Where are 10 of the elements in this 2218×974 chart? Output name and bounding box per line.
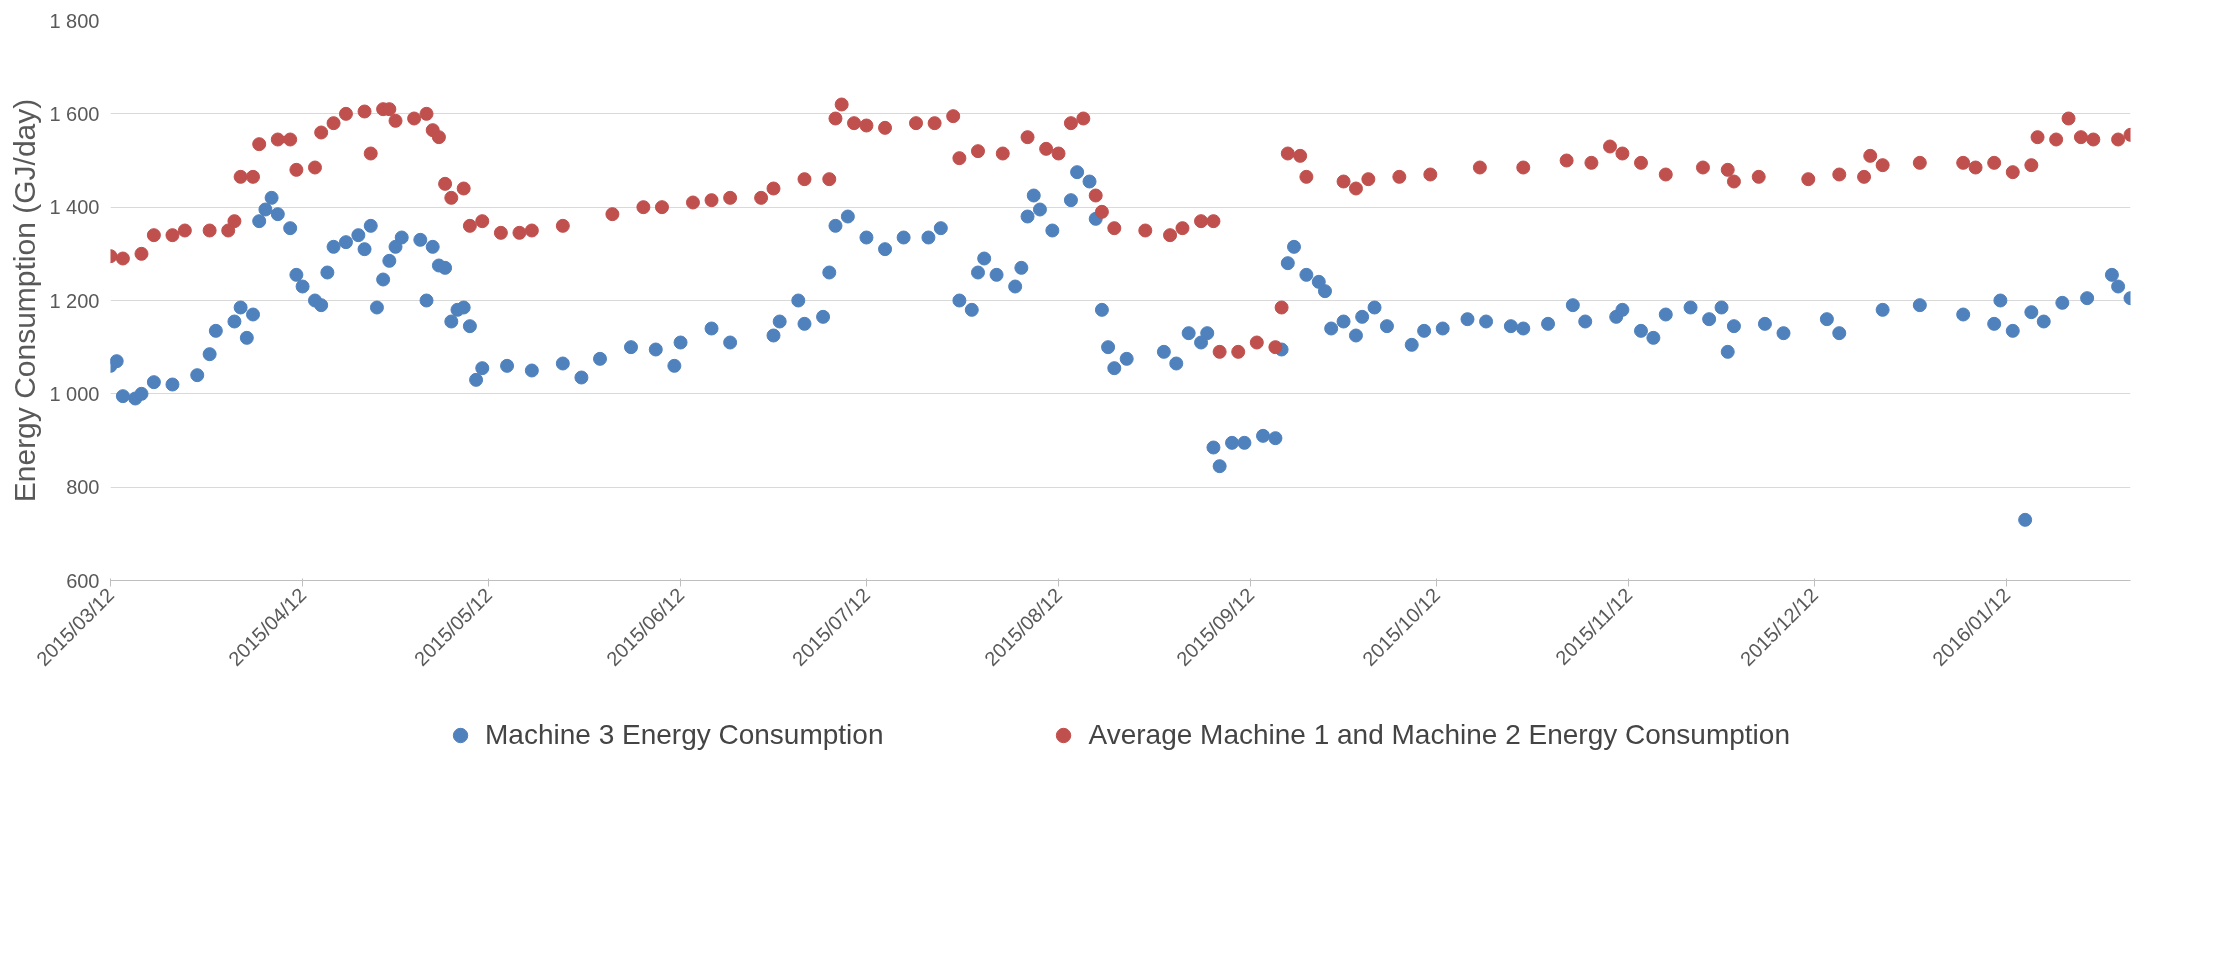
legend-label: Average Machine 1 and Machine 2 Energy Consumption (1088, 719, 1790, 751)
y-tick-label: 1 400 (49, 196, 100, 219)
y-axis-title: Energy Consumption (GJ/day) (8, 98, 42, 503)
y-tick-label: 1 000 (49, 382, 100, 405)
y-tick-label: 600 (66, 569, 100, 592)
y-tick-label: 1 800 (49, 9, 100, 32)
legend-label: Machine 3 Energy Consumption (485, 719, 884, 751)
y-tick-label: 1 600 (49, 102, 100, 125)
y-tick-label: 800 (66, 476, 100, 499)
y-tick-label: 1 200 (49, 289, 100, 312)
